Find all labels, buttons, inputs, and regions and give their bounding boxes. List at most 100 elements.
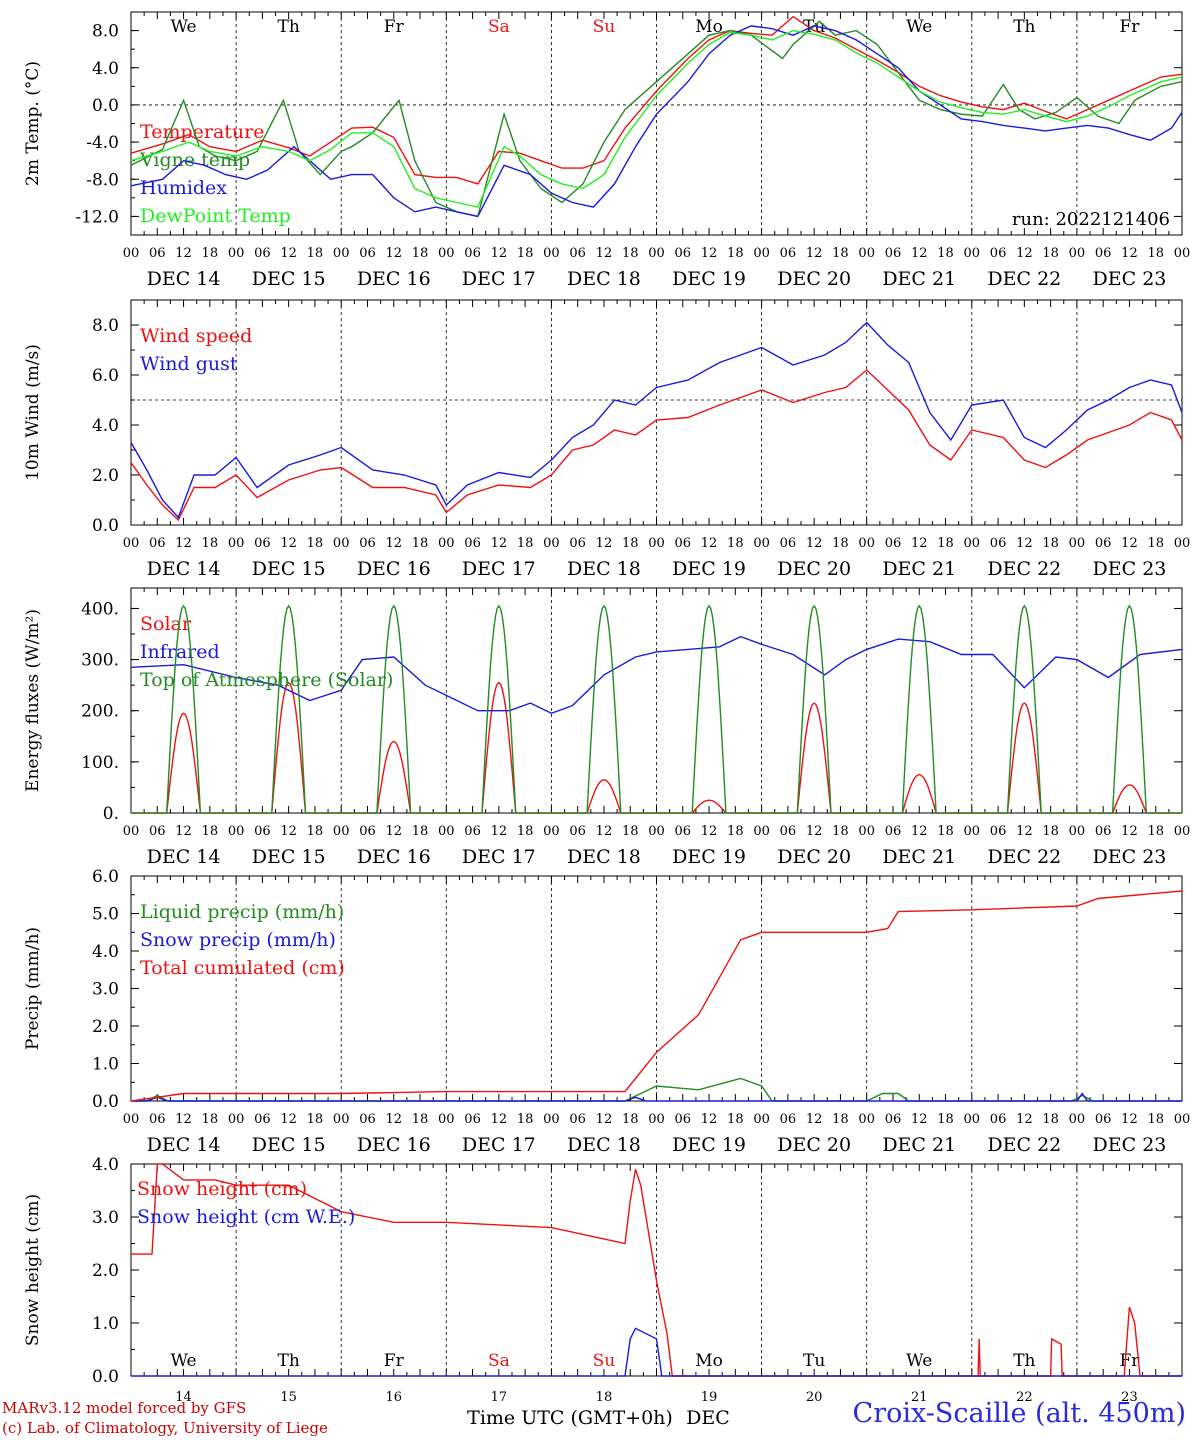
hour-tick-label: 06 xyxy=(990,824,1007,839)
hour-tick-label: 12 xyxy=(806,824,823,839)
series-line xyxy=(131,1327,1182,1377)
hour-tick-label: 00 xyxy=(1069,536,1086,551)
hour-tick-label: 06 xyxy=(1095,536,1112,551)
hour-tick-label: 12 xyxy=(596,824,613,839)
date-label: DEC 14 xyxy=(147,846,221,868)
date-label: DEC 23 xyxy=(1093,1134,1167,1156)
date-label: DEC 15 xyxy=(252,558,326,580)
hour-tick-label: 12 xyxy=(1121,246,1138,261)
hour-tick-label: 12 xyxy=(491,246,508,261)
date-label: DEC 17 xyxy=(462,846,536,868)
hour-tick-label: 06 xyxy=(464,536,481,551)
hour-tick-label: 06 xyxy=(464,1112,481,1127)
hour-tick-label: 18 xyxy=(1042,824,1059,839)
hour-tick-label: 18 xyxy=(307,1112,324,1127)
hour-tick-label: 12 xyxy=(1016,246,1033,261)
weekday-label: Su xyxy=(593,17,616,37)
y-axis-label: Precip (mm/h) xyxy=(23,927,43,1050)
y-axis-label: Energy fluxes (W/m²) xyxy=(23,609,43,792)
hour-tick-label: 06 xyxy=(149,1112,166,1127)
hour-tick-label: 06 xyxy=(990,1112,1007,1127)
y-axis-label: 2m Temp. (°C) xyxy=(23,61,43,186)
hour-tick-label: 00 xyxy=(858,1112,875,1127)
hour-tick-label: 00 xyxy=(648,246,665,261)
day-number-label: 16 xyxy=(385,1390,402,1405)
legend-entry: Wind speed xyxy=(140,325,252,347)
date-label: DEC 18 xyxy=(567,268,641,290)
hour-tick-label: 12 xyxy=(175,246,192,261)
hour-tick-label: 12 xyxy=(1121,824,1138,839)
y-tick-label: 4.0 xyxy=(92,942,119,962)
series-line xyxy=(130,25,1183,218)
date-label: DEC 22 xyxy=(987,1134,1061,1156)
y-tick-label: 8.0 xyxy=(92,22,119,42)
hour-tick-label: 12 xyxy=(701,824,718,839)
hour-tick-label: 12 xyxy=(175,824,192,839)
date-label: DEC 16 xyxy=(357,1134,431,1156)
hour-tick-label: 00 xyxy=(228,536,245,551)
panel-frame xyxy=(130,299,1183,526)
hour-tick-label: 06 xyxy=(1095,1112,1112,1127)
hour-tick-label: 18 xyxy=(832,824,849,839)
hour-tick-label: 06 xyxy=(254,1112,271,1127)
hour-tick-label: 00 xyxy=(858,246,875,261)
hour-tick-label: 12 xyxy=(280,1112,297,1127)
weekday-label: Mo xyxy=(695,17,723,37)
x-axis-unit-label: DEC xyxy=(686,1407,730,1429)
y-axis-label: Snow height (cm) xyxy=(23,1194,43,1346)
hour-tick-label: 18 xyxy=(202,536,219,551)
hour-tick-label: 00 xyxy=(123,824,140,839)
hour-tick-label: 18 xyxy=(1147,1112,1164,1127)
hour-tick-label: 18 xyxy=(727,536,744,551)
date-label: DEC 19 xyxy=(672,268,746,290)
hour-tick-label: 12 xyxy=(911,536,928,551)
weekday-label: Su xyxy=(593,1351,616,1371)
weekday-label: Th xyxy=(278,1351,300,1371)
y-tick-label: 4.0 xyxy=(92,1155,119,1175)
date-label: DEC 16 xyxy=(357,268,431,290)
hour-tick-label: 18 xyxy=(937,1112,954,1127)
y-tick-label: 5.0 xyxy=(92,905,119,925)
hour-tick-label: 06 xyxy=(885,824,902,839)
hour-tick-label: 18 xyxy=(202,246,219,261)
hour-tick-label: 06 xyxy=(885,536,902,551)
hour-tick-label: 12 xyxy=(491,824,508,839)
hour-tick-label: 18 xyxy=(1147,246,1164,261)
hour-tick-label: 00 xyxy=(753,1112,770,1127)
hour-tick-label: 00 xyxy=(648,824,665,839)
hour-tick-label: 00 xyxy=(543,824,560,839)
hour-tick-label: 12 xyxy=(701,536,718,551)
hour-tick-label: 12 xyxy=(385,1112,402,1127)
y-tick-label: -12.0 xyxy=(75,207,119,227)
y-tick-label: 4.0 xyxy=(92,59,119,79)
hour-tick-label: 12 xyxy=(806,246,823,261)
hour-tick-label: 18 xyxy=(727,1112,744,1127)
weekday-label: Th xyxy=(1013,17,1035,37)
hour-tick-label: 12 xyxy=(911,824,928,839)
hour-tick-label: 18 xyxy=(727,246,744,261)
weekday-label: Sa xyxy=(488,17,510,37)
hour-tick-label: 18 xyxy=(622,824,639,839)
hour-tick-label: 18 xyxy=(412,824,429,839)
hour-tick-label: 18 xyxy=(937,824,954,839)
hour-tick-label: 06 xyxy=(569,824,586,839)
weekday-label: Sa xyxy=(488,1351,510,1371)
hour-tick-label: 12 xyxy=(1016,536,1033,551)
hour-tick-label: 06 xyxy=(675,824,692,839)
hour-tick-label: 00 xyxy=(438,536,455,551)
hour-tick-label: 18 xyxy=(517,824,534,839)
series-line xyxy=(130,321,1183,519)
legend-entry: DewPoint Temp xyxy=(140,205,291,227)
date-label: DEC 19 xyxy=(672,1134,746,1156)
hour-tick-label: 12 xyxy=(701,246,718,261)
hour-tick-label: 06 xyxy=(464,246,481,261)
x-axis-label: Time UTC (GMT+0h) xyxy=(467,1407,673,1429)
hour-tick-label: 00 xyxy=(333,246,350,261)
y-tick-label: 300. xyxy=(81,651,119,671)
model-credit-line2: (c) Lab. of Climatology, University of L… xyxy=(2,1419,328,1437)
date-label: DEC 18 xyxy=(567,846,641,868)
legend-entry: Snow height (cm W.E.) xyxy=(137,1206,355,1228)
date-label: DEC 15 xyxy=(252,846,326,868)
legend-entry: Total cumulated (cm) xyxy=(140,957,345,979)
weekday-label: Tu xyxy=(803,1351,825,1371)
